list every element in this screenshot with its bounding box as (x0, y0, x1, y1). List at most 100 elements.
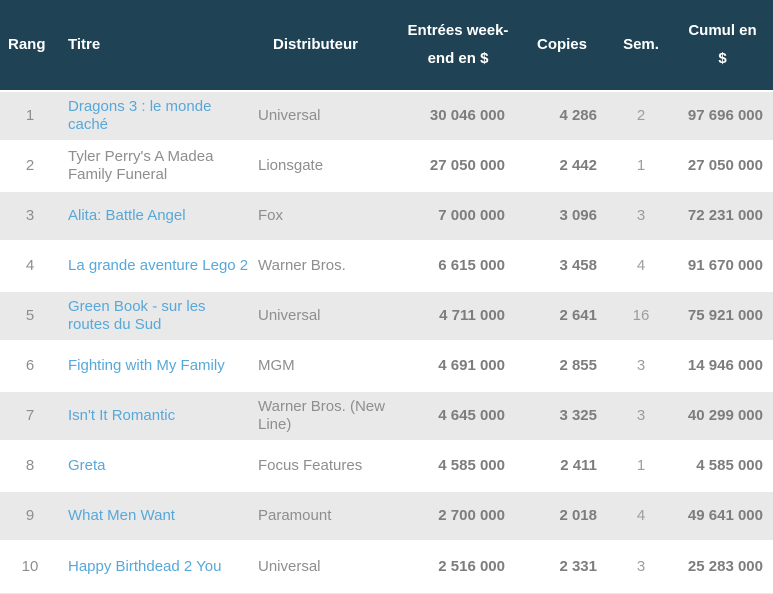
title-cell: Fighting with My Family (60, 340, 250, 391)
cumulative-cell: 40 299 000 (672, 390, 773, 441)
header-cumulative: Cumul en $ (672, 0, 773, 91)
movie-title-link[interactable]: Greta (68, 457, 106, 474)
weekend-entries-cell: 7 000 000 (402, 190, 514, 241)
weekend-entries-cell: 2 516 000 (402, 540, 514, 591)
header-weeks: Sem. (610, 0, 672, 91)
movie-title-link[interactable]: La grande aventure Lego 2 (68, 257, 249, 274)
table-row: 5 Green Book - sur les routes du Sud Unive… (0, 290, 773, 341)
weeks-cell: 4 (610, 490, 672, 541)
distributor-cell: Paramount (250, 490, 402, 541)
weekend-entries-cell: 27 050 000 (402, 140, 514, 191)
cumulative-cell: 75 921 000 (672, 290, 773, 341)
next-row-peek (0, 591, 773, 594)
movie-title-link[interactable]: What Men Want (68, 507, 175, 524)
copies-cell: 2 411 (514, 440, 610, 491)
weeks-cell: 1 (610, 440, 672, 491)
table-row: 7 Isn't It Romantic Warner Bros. (New Line… (0, 390, 773, 441)
header-row: Rang Titre Distributeur Entrées week-end… (0, 0, 773, 91)
weekend-entries-cell: 4 585 000 (402, 440, 514, 491)
title-cell: Alita: Battle Angel (60, 190, 250, 241)
copies-cell: 2 018 (514, 490, 610, 541)
copies-cell: 3 325 (514, 390, 610, 441)
movie-title-text: Tyler Perry's A Madea Family Funeral (68, 148, 214, 183)
cumulative-cell: 25 283 000 (672, 540, 773, 591)
distributor-cell: Warner Bros. (250, 240, 402, 291)
weeks-cell: 3 (610, 190, 672, 241)
table-row: 8 Greta Focus Features 4 585 000 2 411 1 4 585… (0, 440, 773, 491)
header-copies: Copies (514, 0, 610, 91)
rank-cell: 8 (0, 440, 60, 491)
weeks-cell: 3 (610, 340, 672, 391)
weekend-entries-cell: 4 691 000 (402, 340, 514, 391)
movie-title-link[interactable]: Isn't It Romantic (68, 407, 176, 424)
title-cell: Isn't It Romantic (60, 390, 250, 441)
weeks-cell: 3 (610, 540, 672, 591)
header-distributor: Distributeur (250, 0, 402, 91)
rank-cell: 2 (0, 140, 60, 191)
distributor-cell: Focus Features (250, 440, 402, 491)
distributor-cell: Universal (250, 540, 402, 591)
weeks-cell: 4 (610, 240, 672, 291)
movie-title-link[interactable]: Fighting with My Family (68, 357, 225, 374)
copies-cell: 2 641 (514, 290, 610, 341)
title-cell: Happy Birthdead 2 You (60, 540, 250, 591)
distributor-cell: Lionsgate (250, 140, 402, 191)
weekend-entries-cell: 2 700 000 (402, 490, 514, 541)
table-row: 2 Tyler Perry's A Madea Family Funeral Lio… (0, 140, 773, 191)
cumulative-cell: 4 585 000 (672, 440, 773, 491)
distributor-cell: Fox (250, 190, 402, 241)
title-cell: What Men Want (60, 490, 250, 541)
distributor-cell: Universal (250, 290, 402, 341)
rank-cell: 7 (0, 390, 60, 441)
cumulative-cell: 49 641 000 (672, 490, 773, 541)
rank-cell: 6 (0, 340, 60, 391)
rank-cell: 1 (0, 90, 60, 141)
movie-title-link[interactable]: Green Book - sur les routes du Sud (68, 298, 206, 333)
weeks-cell: 16 (610, 290, 672, 341)
title-cell: Tyler Perry's A Madea Family Funeral (60, 140, 250, 191)
weeks-cell: 3 (610, 390, 672, 441)
header-weekend-entries: Entrées week-end en $ (402, 0, 514, 91)
distributor-cell: MGM (250, 340, 402, 391)
rank-cell: 5 (0, 290, 60, 341)
table-row: 4 La grande aventure Lego 2 Warner Bros. 6 … (0, 240, 773, 291)
cumulative-cell: 27 050 000 (672, 140, 773, 191)
header-rank: Rang (0, 0, 60, 91)
rank-cell: 10 (0, 540, 60, 591)
rank-cell: 3 (0, 190, 60, 241)
copies-cell: 4 286 (514, 90, 610, 141)
weeks-cell: 1 (610, 140, 672, 191)
title-cell: La grande aventure Lego 2 (60, 240, 250, 291)
weekend-entries-cell: 4 645 000 (402, 390, 514, 441)
rank-cell: 4 (0, 240, 60, 291)
weeks-cell: 2 (610, 90, 672, 141)
table-row: 9 What Men Want Paramount 2 700 000 2 018 4 49… (0, 490, 773, 541)
copies-cell: 3 458 (514, 240, 610, 291)
weekend-entries-cell: 4 711 000 (402, 290, 514, 341)
table-header: Rang Titre Distributeur Entrées week-end… (0, 0, 773, 91)
table-row: 6 Fighting with My Family MGM 4 691 000 2 85… (0, 340, 773, 391)
table-row: 3 Alita: Battle Angel Fox 7 000 000 3 096 3 72… (0, 190, 773, 241)
cumulative-cell: 97 696 000 (672, 90, 773, 141)
distributor-cell: Universal (250, 90, 402, 141)
rank-cell: 9 (0, 490, 60, 541)
weekend-entries-cell: 30 046 000 (402, 90, 514, 141)
cumulative-cell: 91 670 000 (672, 240, 773, 291)
header-title: Titre (60, 0, 250, 91)
title-cell: Greta (60, 440, 250, 491)
movie-title-link[interactable]: Dragons 3 : le monde caché (68, 98, 212, 133)
weekend-entries-cell: 6 615 000 (402, 240, 514, 291)
distributor-cell: Warner Bros. (New Line) (250, 390, 402, 441)
copies-cell: 2 855 (514, 340, 610, 391)
movie-title-link[interactable]: Happy Birthdead 2 You (68, 557, 222, 575)
table-row: 1 Dragons 3 : le monde caché Universal 30 0… (0, 90, 773, 141)
title-cell: Dragons 3 : le monde caché (60, 90, 250, 141)
table-body: 1 Dragons 3 : le monde caché Universal 30 0… (0, 90, 773, 591)
title-cell: Green Book - sur les routes du Sud (60, 290, 250, 341)
copies-cell: 2 442 (514, 140, 610, 191)
cumulative-cell: 72 231 000 (672, 190, 773, 241)
movie-title-link[interactable]: Alita: Battle Angel (68, 207, 186, 224)
copies-cell: 3 096 (514, 190, 610, 241)
